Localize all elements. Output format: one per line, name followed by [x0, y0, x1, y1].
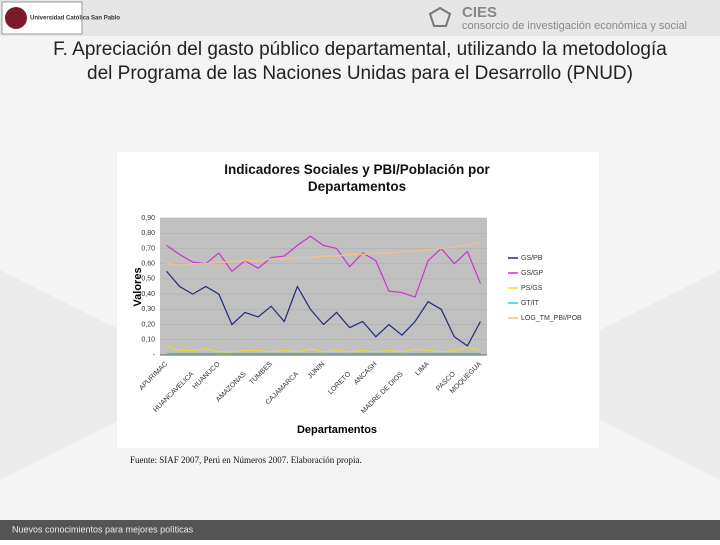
- source-note: Fuente: SIAF 2007, Perú en Números 2007.…: [130, 455, 362, 465]
- series-line: [166, 345, 481, 353]
- legend-label: LOG_TM_PBI/POB: [521, 315, 582, 322]
- y-tick-label: 0,10: [141, 337, 155, 344]
- legend-label: PS/GS: [521, 285, 543, 292]
- y-tick-label: -: [153, 352, 156, 359]
- legend-label: GT/IT: [521, 300, 540, 307]
- y-tick-label: 0,30: [141, 306, 155, 313]
- header-bar: [0, 0, 720, 36]
- cies-emblem: [428, 6, 452, 27]
- x-axis-label: Departamentos: [297, 424, 377, 436]
- cies-tagline: consorcio de investigación económica y s…: [462, 20, 687, 32]
- footer-bar: [0, 520, 720, 540]
- title-box: F. Apreciación del gasto público departa…: [53, 39, 667, 84]
- chart: -0,100,200,300,400,500,600,700,800,90APU…: [132, 215, 582, 436]
- logo-emblem: [5, 7, 27, 29]
- decor: [600, 270, 720, 480]
- decor: [0, 270, 120, 480]
- y-tick-label: 0,40: [141, 291, 155, 298]
- university-name: Universidad Católica San Pablo: [30, 16, 120, 22]
- y-axis-label: Valores: [132, 267, 144, 306]
- footer-text: Nuevos conocimientos para mejores políti…: [12, 524, 194, 534]
- legend-label: GS/PB: [521, 255, 543, 262]
- y-tick-label: 0,50: [141, 276, 155, 283]
- legend-label: GS/GP: [521, 270, 544, 277]
- y-tick-label: 0,80: [141, 230, 155, 237]
- y-tick-label: 0,70: [141, 245, 155, 252]
- chart-title: Indicadores Sociales y PBI/Población por…: [224, 162, 490, 194]
- cies-logo: CIES: [462, 4, 497, 21]
- y-tick-label: 0,20: [141, 321, 155, 328]
- plot-area: [160, 218, 487, 355]
- series-line: [166, 241, 481, 266]
- y-tick-label: 0,90: [141, 215, 155, 222]
- y-tick-label: 0,60: [141, 261, 155, 268]
- series-line: [166, 270, 481, 347]
- series-line: [166, 235, 482, 298]
- slide-title: F. Apreciación del gasto público departa…: [53, 39, 667, 84]
